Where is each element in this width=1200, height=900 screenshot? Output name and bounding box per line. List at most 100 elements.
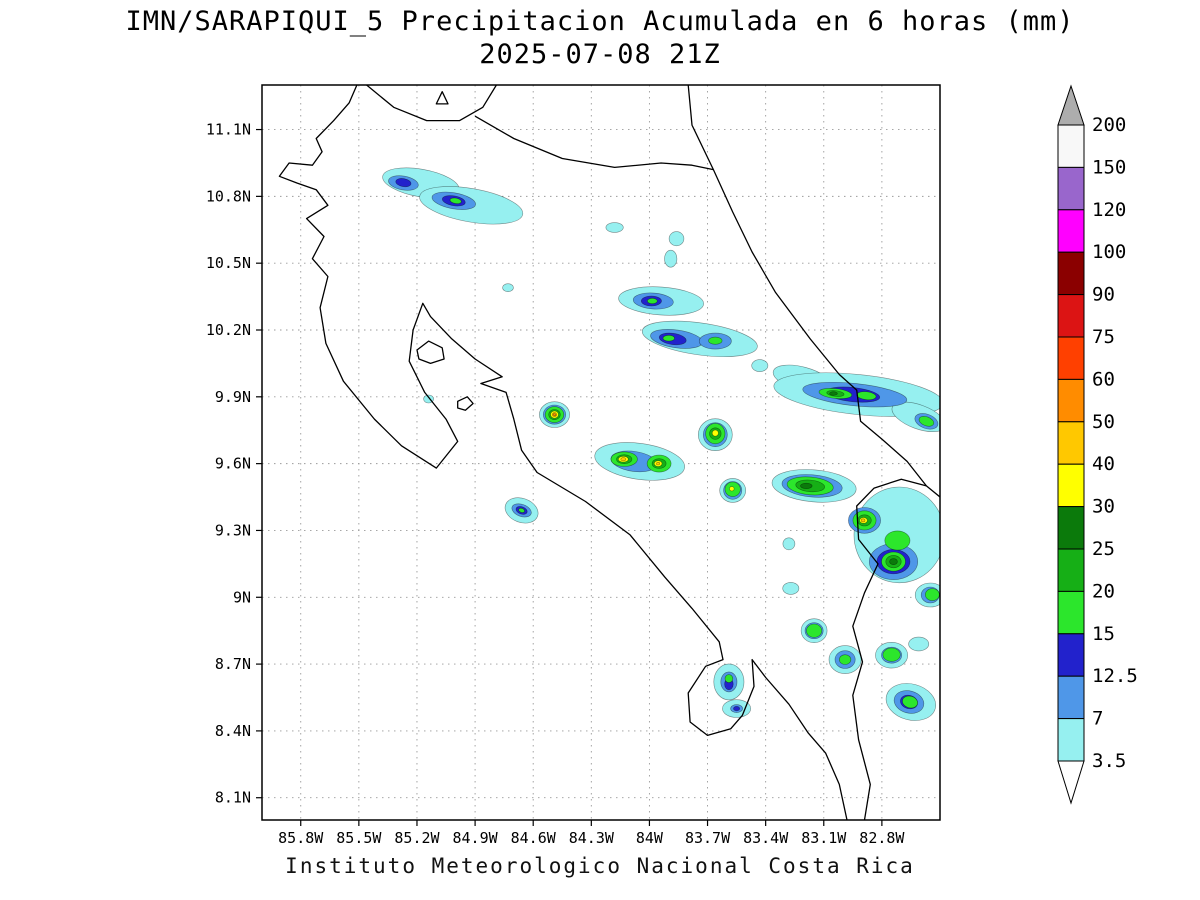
chart-title-block: IMN/SARAPIQUI_5 Precipitacion Acumulada …: [0, 6, 1200, 70]
chart-subtitle-datetime: 2025-07-08 21Z: [479, 39, 721, 70]
x-tick-label: 83.7W: [685, 829, 731, 847]
precip-contour-12.5mm: [395, 178, 412, 188]
colorbar-segment: [1057, 633, 1085, 677]
colorbar-segment: [1057, 506, 1085, 550]
colorbar-segment: [1057, 378, 1085, 423]
x-tick-label: 85.5W: [336, 829, 382, 847]
x-tick-label: 84.9W: [453, 829, 499, 847]
x-tick-label: 84.3W: [569, 829, 615, 847]
colorbar-label: 60: [1092, 368, 1115, 390]
precip-contour-15mm: [838, 654, 852, 665]
colorbar-label: 30: [1092, 496, 1115, 518]
precip-contour-40mm: [620, 457, 627, 462]
precipitation-field: [382, 167, 940, 721]
island-outline: [457, 396, 474, 411]
precip-contour-30mm: [729, 486, 735, 492]
precip-contour-15mm: [646, 297, 658, 305]
y-tick-label: 11.1N: [206, 121, 251, 139]
colorbar-segment: [1057, 166, 1085, 211]
island-outline: [416, 340, 445, 365]
colorbar-label: 120: [1092, 199, 1126, 221]
colorbar-segment: [1057, 590, 1085, 635]
colorbar-label: 3.5: [1092, 750, 1126, 772]
chart-title: IMN/SARAPIQUI_5 Precipitacion Acumulada …: [125, 6, 1075, 37]
precip-contour-15mm: [806, 623, 823, 638]
x-tick-label: 85.2W: [394, 829, 440, 847]
colorbar-label: 90: [1092, 284, 1115, 306]
colorbar-segment: [1057, 209, 1085, 253]
precip-contour-50mm: [552, 413, 557, 417]
colorbar-segment: [1057, 336, 1085, 380]
colorbar-label: 25: [1092, 538, 1115, 560]
x-tick-label: 82.8W: [859, 829, 905, 847]
precip-contour-25mm: [829, 391, 838, 396]
precip-contour-15mm: [662, 335, 675, 342]
y-tick-label: 10.5N: [206, 254, 251, 272]
precip-contour-15mm: [708, 336, 723, 345]
colorbar-segment: [1057, 718, 1085, 762]
y-tick-label: 10.2N: [206, 321, 251, 339]
x-tick-label: 84W: [636, 829, 664, 847]
precip-contour-40mm: [656, 462, 661, 466]
colorbar-label: 12.5: [1092, 665, 1138, 687]
coastline-lake-nicaragua-shore: [366, 85, 497, 122]
precip-contour-3.5mm: [668, 231, 685, 247]
y-tick-label: 10.8N: [206, 187, 251, 205]
x-tick-label: 84.6W: [511, 829, 557, 847]
y-tick-label: 8.7N: [215, 655, 251, 673]
attribution: Instituto Meteorologico Nacional Costa R…: [285, 854, 915, 878]
coastline-panama-border: [852, 478, 927, 820]
x-tick-label: 83.1W: [801, 829, 847, 847]
colorbar-label: 150: [1092, 156, 1126, 178]
precip-contour-12.5mm: [733, 706, 740, 712]
precip-contour-3.5mm: [782, 582, 800, 595]
precip-contour-15mm: [449, 197, 462, 204]
precip-contour-15mm: [918, 416, 935, 427]
colorbar-segment: [1057, 124, 1085, 168]
colorbar-triangle-below: [1057, 760, 1085, 805]
coastline-pacific-and-nicoya: [278, 85, 848, 820]
x-tick-label: 85.8W: [278, 829, 324, 847]
colorbar-segment: [1057, 251, 1085, 296]
y-tick-label: 9.3N: [215, 521, 251, 539]
precip-contour-3.5mm: [664, 249, 678, 268]
precip-contour-15mm: [882, 647, 901, 662]
colorbar-triangle-above: [1057, 84, 1085, 126]
colorbar-segment: [1057, 294, 1085, 338]
coastline-san-juan-river-border: [474, 115, 714, 171]
map-gridlines: [262, 85, 940, 820]
colorbar-label: 75: [1092, 326, 1115, 348]
axes: 85.8W 85.5W 85.2W 84.9W 84.6W 84.3W 84W 83.7W 83…: [206, 121, 906, 847]
precip-contour-3.5mm: [502, 283, 514, 293]
colorbar-label: 20: [1092, 580, 1115, 602]
colorbar-label: 40: [1092, 453, 1115, 475]
colorbar-segment: [1057, 675, 1085, 720]
precip-contour-3.5mm: [605, 222, 624, 233]
coastlines-borders: [278, 85, 940, 820]
colorbar: 200 150 120 100 90 75 60 50 40 30 25 20 15 12.5 7 3.5: [1057, 84, 1138, 805]
precip-contour-15mm: [724, 674, 734, 683]
precip-contour-25mm: [800, 482, 813, 489]
colorbar-segment: [1057, 548, 1085, 592]
precip-contour-15mm: [884, 530, 911, 551]
precip-contour-40mm: [860, 518, 866, 523]
precip-contour-30mm: [711, 429, 719, 437]
y-tick-label: 9.9N: [215, 388, 251, 406]
precip-contour-15mm: [924, 588, 940, 601]
y-tick-label: 9.6N: [215, 455, 251, 473]
precip-contour-3.5mm: [908, 636, 930, 652]
y-tick-label: 8.4N: [215, 722, 251, 740]
island-outline: [435, 91, 449, 105]
precip-contour-25mm: [889, 558, 898, 565]
precip-contour-15mm: [902, 695, 918, 709]
map-frame: [261, 84, 941, 821]
y-tick-label: 9N: [233, 588, 251, 606]
colorbar-segment: [1057, 421, 1085, 465]
colorbar-segment: [1057, 463, 1085, 508]
colorbar-label: 7: [1092, 708, 1103, 730]
colorbar-label: 15: [1092, 623, 1115, 645]
precip-contour-15mm: [518, 507, 525, 513]
colorbar-label: 100: [1092, 241, 1126, 263]
